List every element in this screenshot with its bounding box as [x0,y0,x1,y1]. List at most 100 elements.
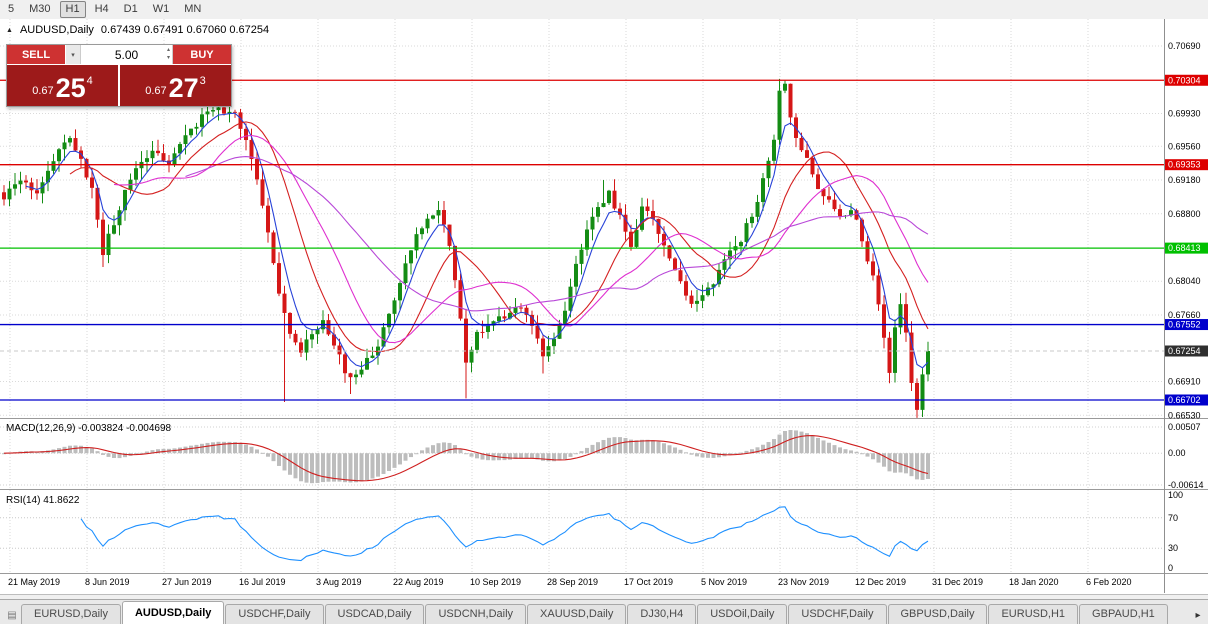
volume-value: 5.00 [114,47,139,62]
timeframe-button-h4[interactable]: H4 [94,3,109,15]
chart-symbol-label: AUDUSD,Daily [19,24,94,36]
svg-text:6 Feb 2020: 6 Feb 2020 [1086,577,1132,587]
svg-text:0.67660: 0.67660 [1168,310,1201,320]
svg-text:8 Jun 2019: 8 Jun 2019 [85,577,130,587]
chart-tab-gbpaud-h1[interactable]: GBPAUD,H1 [1079,604,1168,624]
horizontal-line-objects[interactable] [0,79,1164,401]
sell-price-pipette: 4 [86,75,93,87]
chart-tab-xauusd-daily[interactable]: XAUUSD,Daily [527,604,627,624]
chart-tab-bar: ▤ EURUSD,Daily AUDUSD,Daily USDCHF,Daily USD… [0,599,1208,624]
chart-tab-eurusd-daily[interactable]: EURUSD,Daily [21,604,121,624]
chart-gridlines [0,19,1164,573]
sell-price-prefix: 0.67 [32,85,54,97]
svg-text:70: 70 [1168,513,1178,523]
timeframe-button-h1[interactable]: H1 [59,1,86,18]
svg-text:0.68413: 0.68413 [1168,243,1201,253]
sell-price-button[interactable]: 0.67 25 4 [7,65,118,106]
date-axis[interactable]: 21 May 2019 8 Jun 2019 27 Jun 2019 16 Jul 2… [8,577,1132,587]
price-chart-canvas[interactable]: 0.70690 0.69930 0.69560 0.69180 0.68800 0.680… [0,19,1208,593]
timeframe-button-5[interactable]: 5 [8,3,15,15]
buy-price-prefix: 0.67 [145,85,167,97]
order-options-dropdown[interactable]: ▾ [65,45,80,64]
timeframe-button-mn[interactable]: MN [184,3,202,15]
svg-text:0.67254: 0.67254 [1168,346,1201,356]
timeframe-button-d1[interactable]: D1 [123,3,138,15]
volume-field[interactable]: 5.00 ▴ ▾ [80,45,173,64]
one-click-trading-panel: SELL ▾ 5.00 ▴ ▾ BUY 0.67 25 4 0.67 27 3 [6,44,232,107]
svg-text:0.68040: 0.68040 [1168,276,1201,286]
svg-text:0.66530: 0.66530 [1168,410,1201,420]
svg-text:-0.00614: -0.00614 [1168,480,1204,490]
chart-tab-usdoil-daily[interactable]: USDOil,Daily [697,604,788,624]
bottom-strip [0,594,1208,600]
svg-text:5 Nov 2019: 5 Nov 2019 [701,577,747,587]
svg-text:0.70690: 0.70690 [1168,41,1201,51]
panel-separators [0,418,1208,574]
svg-text:10 Sep 2019: 10 Sep 2019 [470,577,521,587]
svg-text:28 Sep 2019: 28 Sep 2019 [547,577,598,587]
buy-price-button[interactable]: 0.67 27 3 [120,65,231,106]
buy-button[interactable]: BUY [173,45,231,64]
chevron-down-icon: ▾ [71,51,75,59]
volume-down-icon[interactable]: ▾ [166,55,170,61]
svg-text:0.66910: 0.66910 [1168,377,1201,387]
price-tag: 0.68413 [1165,242,1208,254]
chart-title: ▲ AUDUSD,Daily 0.67439 0.67491 0.67060 0… [6,24,269,36]
svg-text:0.69180: 0.69180 [1168,175,1201,185]
price-axis[interactable]: 0.70690 0.69930 0.69560 0.69180 0.68800 0.680… [1164,19,1208,593]
chart-tab-usdcad-daily[interactable]: USDCAD,Daily [324,604,425,624]
svg-text:22 Aug 2019: 22 Aug 2019 [393,577,444,587]
rsi-line [80,506,929,562]
svg-text:0.67552: 0.67552 [1168,320,1201,330]
chart-tab-usdchf-daily[interactable]: USDCHF,Daily [788,604,887,624]
tab-scroll-right-icon[interactable]: ▸ [1195,609,1201,621]
moving-averages [25,112,929,369]
macd-histogram [2,430,930,484]
timeframe-toolbar: 5 M30 H1 H4 D1 W1 MN [0,0,1208,20]
price-tag: 0.67254 [1165,345,1208,357]
svg-text:18 Jan 2020: 18 Jan 2020 [1009,577,1059,587]
chart-ohlc-values: 0.67439 0.67491 0.67060 0.67254 [100,24,270,36]
svg-text:27 Jun 2019: 27 Jun 2019 [162,577,212,587]
chart-tab-dj30-h4[interactable]: DJ30,H4 [627,604,697,624]
chart-tab-eurusd-h1[interactable]: EURUSD,H1 [988,604,1079,624]
svg-text:17 Oct 2019: 17 Oct 2019 [624,577,673,587]
timeframe-button-w1[interactable]: W1 [152,3,170,15]
price-tag: 0.70304 [1165,74,1208,86]
svg-text:100: 100 [1168,490,1183,500]
chart-tab-audusd-daily[interactable]: AUDUSD,Daily [121,601,225,624]
chart-tab-usdcnh-daily[interactable]: USDCNH,Daily [425,604,527,624]
chart-tab-gbpusd-daily[interactable]: GBPUSD,Daily [887,604,988,624]
buy-price-pipette: 3 [199,75,206,87]
chart-list-icon[interactable]: ▤ [7,609,17,621]
macd-indicator-label: MACD(12,26,9) -0.003824 -0.004698 [6,423,172,434]
rsi-indicator-label: RSI(14) 41.8622 [6,495,80,506]
svg-text:30: 30 [1168,543,1178,553]
svg-text:3 Aug 2019: 3 Aug 2019 [316,577,362,587]
svg-text:0.66702: 0.66702 [1168,395,1201,405]
timeframe-button-m30[interactable]: M30 [29,3,51,15]
svg-text:21 May 2019: 21 May 2019 [8,577,60,587]
price-tag: 0.66702 [1165,394,1208,406]
volume-up-icon[interactable]: ▴ [166,47,170,53]
sell-button[interactable]: SELL [7,45,65,64]
svg-text:0.68800: 0.68800 [1168,209,1201,219]
price-tag: 0.67552 [1165,319,1208,331]
svg-text:0: 0 [1168,563,1173,573]
svg-text:0.69353: 0.69353 [1168,160,1201,170]
sell-price-big: 25 [55,73,86,103]
collapse-triangle-icon[interactable]: ▲ [6,26,13,34]
svg-text:0.70304: 0.70304 [1168,75,1201,85]
volume-spinner[interactable]: ▴ ▾ [167,46,170,62]
svg-text:23 Nov 2019: 23 Nov 2019 [778,577,829,587]
svg-text:0.69560: 0.69560 [1168,141,1201,151]
price-tag: 0.69353 [1165,159,1208,171]
svg-text:16 Jul 2019: 16 Jul 2019 [239,577,286,587]
svg-text:12 Dec 2019: 12 Dec 2019 [855,577,906,587]
svg-text:0.69930: 0.69930 [1168,108,1201,118]
buy-price-big: 27 [168,73,199,103]
chart-tab-usdchf-daily[interactable]: USDCHF,Daily [225,604,324,624]
svg-text:0.00: 0.00 [1168,448,1186,458]
chart-area[interactable]: 0.70690 0.69930 0.69560 0.69180 0.68800 0.680… [0,19,1208,594]
